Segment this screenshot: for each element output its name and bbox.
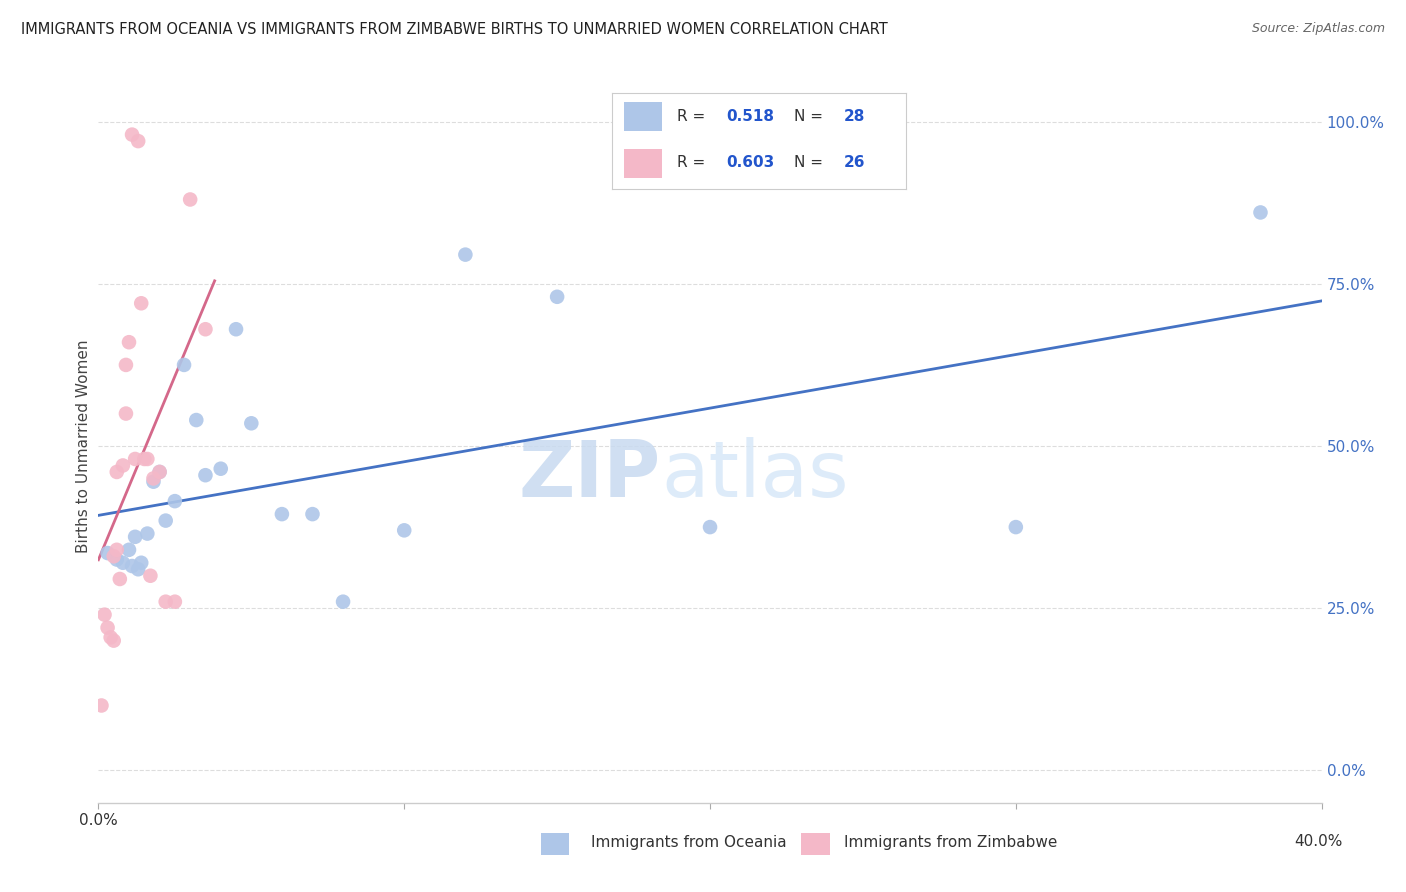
- Point: [149, 465, 172, 479]
- Point: [163, 494, 186, 508]
- Point: [142, 471, 165, 485]
- Point: [103, 549, 125, 564]
- Point: [124, 452, 146, 467]
- Point: [129, 296, 152, 310]
- Point: [129, 556, 152, 570]
- Point: [332, 595, 354, 609]
- Text: Source: ZipAtlas.com: Source: ZipAtlas.com: [1251, 22, 1385, 36]
- Point: [546, 290, 568, 304]
- Point: [90, 698, 112, 713]
- Point: [155, 514, 177, 528]
- Point: [124, 530, 146, 544]
- Point: [392, 524, 416, 538]
- Point: [270, 507, 292, 521]
- Point: [209, 461, 232, 475]
- Point: [105, 542, 128, 557]
- Point: [111, 556, 134, 570]
- Point: [134, 452, 156, 467]
- Text: 40.0%: 40.0%: [1295, 834, 1343, 849]
- Text: IMMIGRANTS FROM OCEANIA VS IMMIGRANTS FROM ZIMBABWE BIRTHS TO UNMARRIED WOMEN CO: IMMIGRANTS FROM OCEANIA VS IMMIGRANTS FR…: [21, 22, 887, 37]
- Point: [121, 559, 143, 574]
- Point: [108, 572, 131, 586]
- Point: [149, 465, 172, 479]
- Point: [194, 322, 217, 336]
- Point: [136, 452, 159, 467]
- Point: [118, 335, 141, 350]
- Point: [127, 134, 149, 148]
- Point: [454, 247, 477, 261]
- Point: [105, 465, 128, 479]
- Point: [186, 413, 208, 427]
- Point: [163, 595, 186, 609]
- Point: [155, 595, 177, 609]
- Point: [1249, 205, 1271, 219]
- Y-axis label: Births to Unmarried Women: Births to Unmarried Women: [76, 339, 91, 553]
- Point: [105, 552, 128, 566]
- Point: [111, 458, 134, 473]
- Text: ZIP: ZIP: [519, 436, 661, 513]
- Text: Immigrants from Zimbabwe: Immigrants from Zimbabwe: [844, 836, 1057, 850]
- Point: [225, 322, 247, 336]
- Point: [115, 407, 138, 421]
- Point: [136, 526, 159, 541]
- Point: [301, 507, 323, 521]
- Text: Immigrants from Oceania: Immigrants from Oceania: [591, 836, 786, 850]
- Point: [240, 417, 263, 431]
- Point: [97, 546, 120, 560]
- Point: [139, 568, 162, 582]
- Point: [100, 631, 122, 645]
- Point: [194, 468, 217, 483]
- Point: [179, 193, 201, 207]
- Point: [93, 607, 115, 622]
- Point: [115, 358, 138, 372]
- Point: [173, 358, 195, 372]
- Point: [142, 475, 165, 489]
- Point: [118, 542, 141, 557]
- Point: [121, 128, 143, 142]
- Point: [127, 562, 149, 576]
- Point: [699, 520, 721, 534]
- Point: [1004, 520, 1026, 534]
- Point: [103, 633, 125, 648]
- Point: [97, 621, 120, 635]
- Text: atlas: atlas: [661, 436, 849, 513]
